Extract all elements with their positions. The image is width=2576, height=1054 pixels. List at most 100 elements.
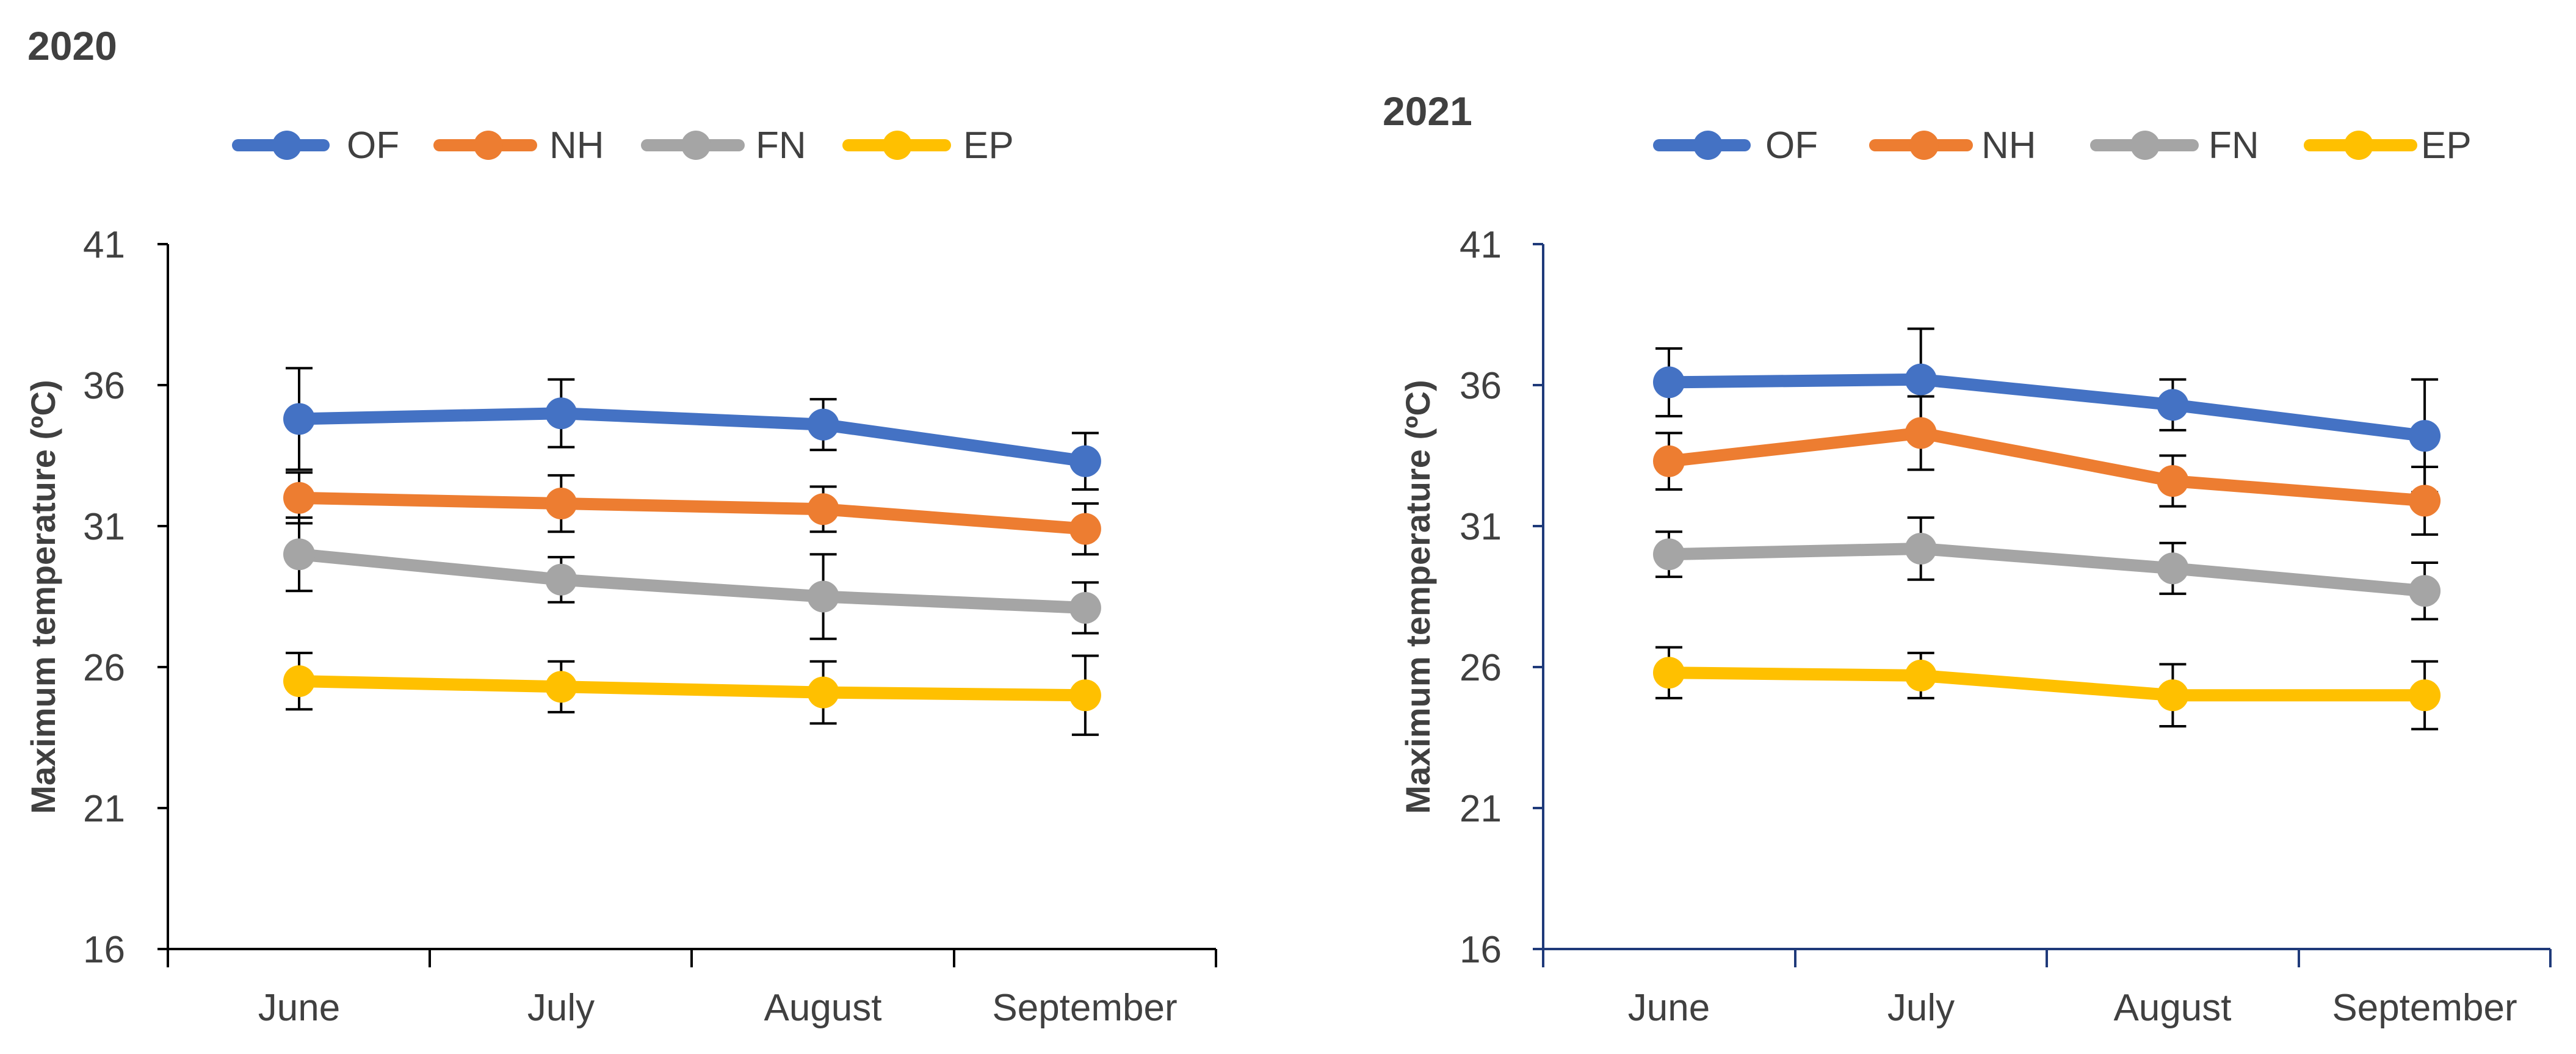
data-point-ep-1 (1905, 659, 1937, 691)
data-point-fn-0 (283, 538, 315, 571)
data-point-nh-1 (545, 488, 577, 520)
legend-label-nh: NH (549, 125, 604, 167)
y-tick-label-41: 41 (83, 224, 125, 266)
data-point-ep-2 (2157, 679, 2189, 712)
data-point-fn-1 (545, 563, 577, 596)
data-point-fn-3 (1069, 591, 1101, 624)
series-nh (1663, 427, 2431, 507)
data-point-fn-2 (807, 580, 839, 613)
legend-marker-ep (883, 131, 912, 160)
x-tick-label-june: June (1628, 987, 1710, 1029)
series-ep (293, 675, 1091, 702)
legend-item-of: OF (1653, 125, 1818, 167)
chart-title: 2021 (1383, 88, 1472, 134)
legend-label-of: OF (1765, 125, 1818, 167)
legend-label-ep: EP (2421, 125, 2472, 167)
data-point-fn-1 (1905, 532, 1937, 565)
legend-label-nh: NH (1981, 125, 2036, 167)
x-tick-label-august: August (764, 987, 881, 1029)
x-tick-label-september: September (2332, 987, 2517, 1029)
series-fn (293, 548, 1091, 614)
x-axis: June July August September (167, 948, 1217, 1029)
x-tick-label-july: July (1887, 987, 1955, 1029)
legend-label-fn: FN (756, 125, 806, 167)
legend-item-ep: EP (842, 125, 1014, 167)
series-nh (293, 491, 1091, 535)
y-axis: 41 36 31 26 21 16 (83, 224, 169, 971)
legend: OF NH FN EP (1653, 125, 2472, 167)
data-point-ep-3 (2409, 679, 2441, 712)
y-tick-label-31: 31 (1460, 506, 1502, 548)
series-line-of (293, 407, 1091, 467)
series-line-of (1663, 373, 2431, 442)
series-ep (1663, 666, 2431, 702)
data-point-of-3 (2409, 420, 2441, 452)
data-point-ep-3 (1069, 679, 1101, 712)
chart-title: 2020 (27, 23, 117, 68)
y-tick-label-26: 26 (1460, 647, 1502, 689)
data-point-fn-3 (2409, 575, 2441, 607)
series-line-fn (293, 548, 1091, 614)
y-axis-label: Maximum temperature (ºC) (1398, 380, 1437, 814)
data-point-of-3 (1069, 445, 1101, 477)
y-tick-label-36: 36 (83, 365, 125, 407)
y-tick-label-21: 21 (1460, 788, 1502, 830)
data-point-fn-2 (2157, 552, 2189, 585)
data-point-of-0 (1653, 366, 1685, 399)
x-axis: June July August September (1542, 948, 2552, 1029)
legend-item-ep: EP (2304, 125, 2472, 167)
data-point-ep-0 (1653, 657, 1685, 689)
series-of (1663, 373, 2431, 442)
legend-item-nh: NH (433, 125, 604, 167)
legend-label-ep: EP (963, 125, 1014, 167)
series-line-ep (1663, 666, 2431, 702)
legend-item-nh: NH (1869, 125, 2036, 167)
data-point-nh-3 (1069, 513, 1101, 545)
data-point-nh-0 (1653, 445, 1685, 477)
y-tick-label-26: 26 (83, 647, 125, 689)
data-point-of-2 (2157, 389, 2189, 421)
series-line-nh (1663, 427, 2431, 507)
data-point-of-1 (545, 397, 577, 430)
data-point-fn-0 (1653, 538, 1685, 571)
y-axis-label: Maximum temperature (ºC) (24, 380, 62, 814)
data-point-of-0 (283, 403, 315, 435)
y-axis: 41 36 31 26 21 16 (1460, 224, 1544, 971)
series-line-nh (293, 491, 1091, 535)
legend-item-fn: FN (641, 125, 806, 167)
data-point-nh-2 (807, 493, 839, 525)
series-line-ep (293, 675, 1091, 702)
data-point-nh-2 (2157, 465, 2189, 497)
legend-item-fn: FN (2090, 125, 2259, 167)
data-point-nh-3 (2409, 485, 2441, 517)
x-tick-label-july: July (527, 987, 595, 1029)
chart-panel-2020: 2020 OF NH FN EP Maximum (24, 23, 1217, 1029)
plot-area (1653, 327, 2441, 731)
legend-marker-nh (474, 131, 503, 160)
data-point-ep-2 (807, 676, 839, 709)
series-fn (1663, 543, 2431, 597)
legend-marker-nh (1909, 131, 1939, 160)
legend-marker-of (1693, 131, 1723, 160)
legend-marker-fn (2130, 131, 2160, 160)
data-point-nh-0 (283, 482, 315, 514)
y-tick-label-31: 31 (83, 506, 125, 548)
y-tick-label-36: 36 (1460, 365, 1502, 407)
legend-label-fn: FN (2209, 125, 2259, 167)
series-line-fn (1663, 543, 2431, 597)
y-tick-label-16: 16 (1460, 929, 1502, 971)
data-point-of-2 (807, 408, 839, 441)
data-point-ep-1 (545, 671, 577, 703)
legend-marker-fn (681, 131, 711, 160)
x-tick-label-september: September (992, 987, 1177, 1029)
legend-item-of: OF (232, 125, 399, 167)
data-point-of-1 (1905, 363, 1937, 395)
legend-marker-ep (2344, 131, 2373, 160)
data-point-ep-0 (283, 665, 315, 698)
y-tick-label-16: 16 (83, 929, 125, 971)
x-tick-label-august: August (2113, 987, 2231, 1029)
x-tick-label-june: June (258, 987, 340, 1029)
legend: OF NH FN EP (232, 125, 1014, 167)
plot-area (283, 367, 1101, 736)
